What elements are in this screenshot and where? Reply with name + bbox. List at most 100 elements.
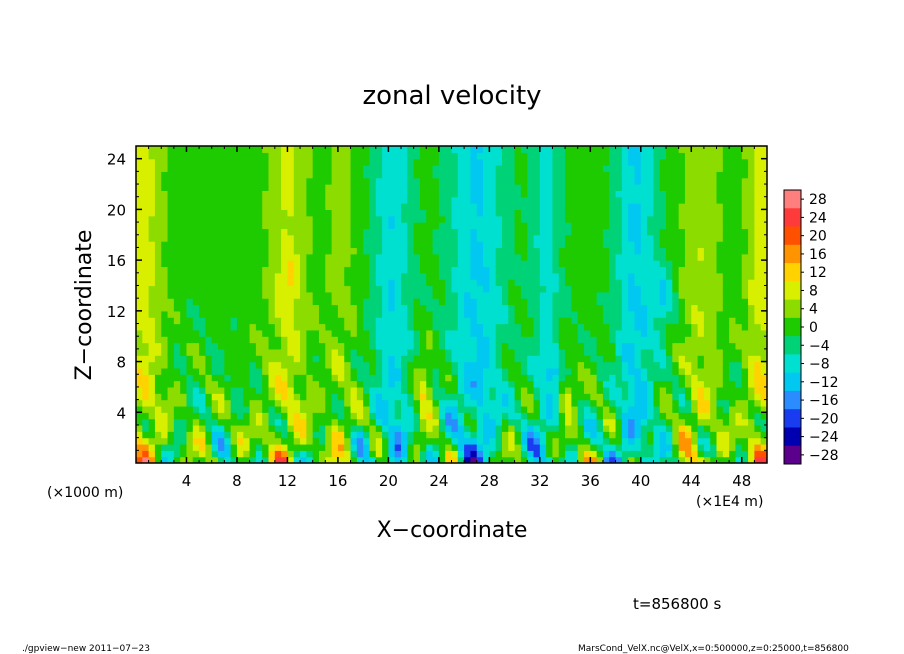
heatmap-cell (489, 190, 497, 198)
heatmap-cell (457, 285, 465, 293)
heatmap-cell (262, 336, 270, 344)
heatmap-cell (173, 317, 181, 325)
heatmap-cell (501, 399, 509, 407)
heatmap-cell (558, 171, 566, 179)
heatmap-cell (161, 450, 169, 458)
heatmap-cell (457, 146, 465, 153)
heatmap-cell (735, 177, 743, 185)
heatmap-cell (495, 304, 503, 312)
heatmap-cell (211, 171, 219, 179)
heatmap-cell (350, 405, 358, 413)
heatmap-cell (445, 222, 453, 230)
heatmap-cell (300, 152, 307, 160)
heatmap-cell (438, 424, 446, 432)
heatmap-cell (527, 177, 535, 185)
heatmap-cell (306, 196, 314, 204)
heatmap-cell (590, 386, 598, 394)
heatmap-cell (211, 348, 219, 356)
heatmap-cell (476, 336, 484, 344)
heatmap-cell (281, 291, 289, 299)
heatmap-cell (590, 247, 598, 255)
heatmap-cell (489, 285, 497, 293)
heatmap-cell (647, 355, 655, 363)
heatmap-cell (457, 405, 465, 413)
heatmap-cell (167, 424, 175, 432)
heatmap-cell (211, 304, 219, 312)
heatmap-cell (653, 323, 661, 331)
heatmap-cell (432, 209, 440, 217)
heatmap-cell (483, 146, 490, 153)
heatmap-cell (312, 190, 320, 198)
heatmap-cell (653, 152, 661, 160)
heatmap-cell (154, 165, 162, 172)
heatmap-cell (483, 431, 490, 439)
heatmap-cell (691, 304, 699, 312)
heatmap-cell (281, 431, 289, 439)
heatmap-cell (388, 209, 396, 217)
heatmap-cell (369, 171, 377, 179)
heatmap-cell (647, 165, 655, 172)
heatmap-cell (375, 437, 383, 445)
heatmap-cell (287, 165, 295, 172)
heatmap-cell (350, 386, 358, 394)
heatmap-cell (180, 443, 188, 451)
heatmap-cell (344, 247, 352, 255)
heatmap-cell (678, 279, 686, 287)
heatmap-cell (255, 203, 263, 210)
heatmap-cell (413, 431, 421, 439)
heatmap-cell (382, 222, 389, 230)
heatmap-cell (659, 329, 667, 337)
heatmap-cell (167, 405, 175, 413)
heatmap-cell (735, 329, 743, 337)
heatmap-cell (483, 266, 490, 274)
heatmap-cell (672, 393, 680, 401)
heatmap-cell (672, 431, 680, 439)
heatmap-cell (281, 196, 289, 204)
heatmap-cell (697, 203, 705, 210)
heatmap-cell (300, 323, 307, 331)
heatmap-cell (224, 310, 232, 318)
heatmap-cell (394, 247, 402, 255)
heatmap-cell (375, 317, 383, 325)
heatmap-cell (489, 336, 497, 344)
heatmap-cell (678, 228, 686, 236)
heatmap-cell (255, 196, 263, 204)
heatmap-cell (464, 291, 472, 299)
heatmap-cell (281, 266, 289, 274)
heatmap-cell (218, 285, 225, 293)
heatmap-cell (394, 329, 402, 337)
heatmap-cell (293, 215, 301, 223)
heatmap-cell (621, 355, 629, 363)
heatmap-cell (419, 196, 427, 204)
heatmap-cell (703, 450, 711, 458)
heatmap-cell (558, 374, 566, 382)
heatmap-cell (331, 380, 339, 388)
heatmap-cell (634, 310, 642, 318)
heatmap-cell (407, 386, 415, 394)
heatmap-cell (735, 272, 743, 280)
heatmap-cell (300, 177, 307, 185)
heatmap-cell (672, 450, 680, 458)
heatmap-cell (495, 215, 503, 223)
heatmap-cell (508, 348, 516, 356)
heatmap-cell (659, 146, 667, 153)
heatmap-cell (180, 146, 188, 153)
heatmap-cell (363, 285, 371, 293)
heatmap-cell (615, 279, 623, 287)
heatmap-cell (678, 253, 686, 261)
heatmap-cell (173, 291, 181, 299)
heatmap-cell (407, 323, 415, 331)
heatmap-cell (325, 361, 333, 369)
heatmap-cell (136, 393, 143, 401)
heatmap-cell (394, 253, 402, 261)
heatmap-cell (432, 367, 440, 375)
heatmap-cell (558, 310, 566, 318)
heatmap-cell (514, 310, 522, 318)
heatmap-cell (602, 285, 610, 293)
heatmap-cell (729, 456, 737, 463)
heatmap-cell (722, 450, 730, 458)
heatmap-cell (470, 165, 478, 172)
heatmap-cell (653, 361, 661, 369)
heatmap-cell (388, 279, 396, 287)
heatmap-cell (546, 158, 554, 166)
